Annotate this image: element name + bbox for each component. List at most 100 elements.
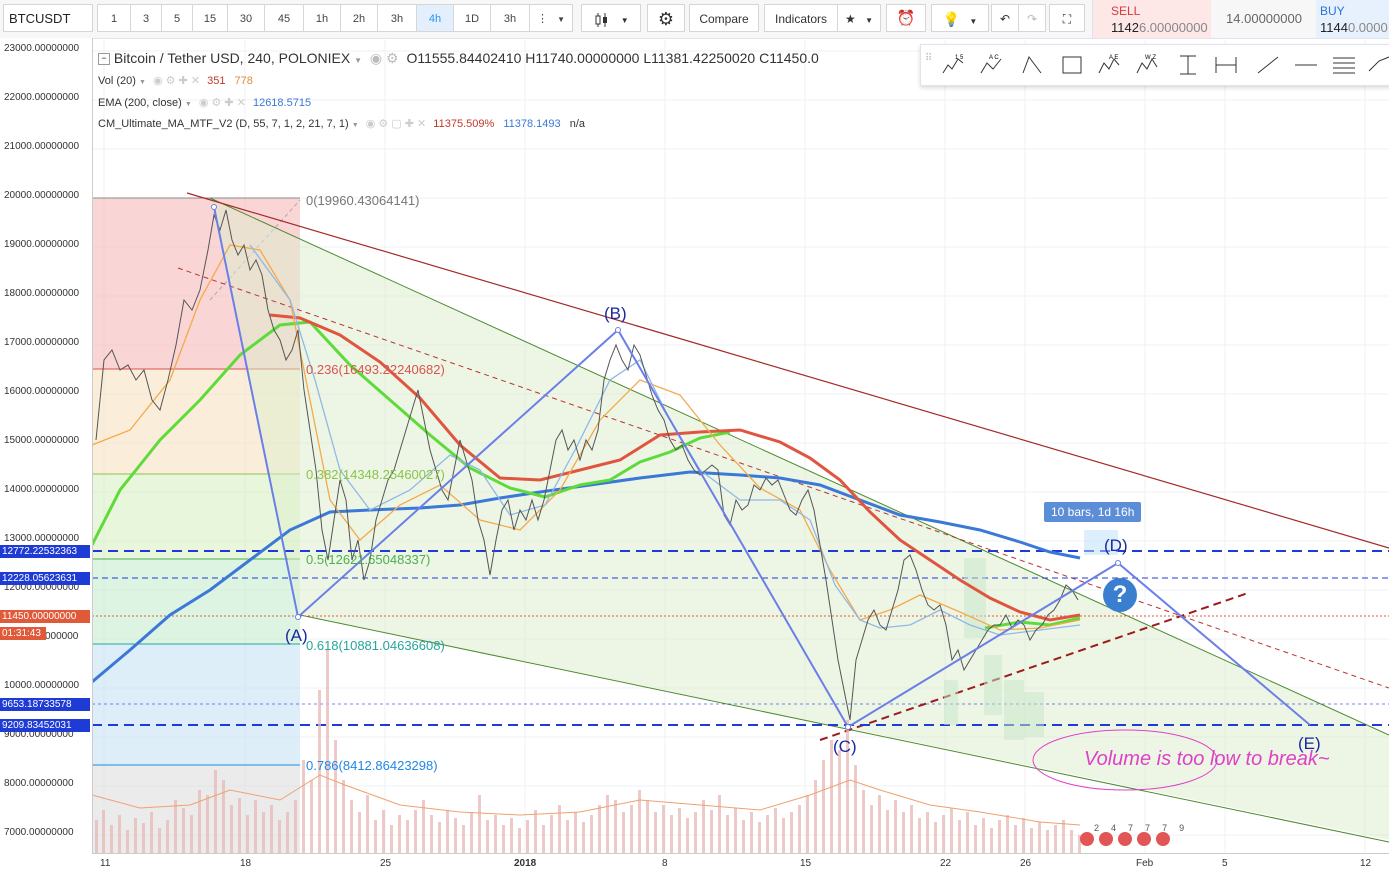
svg-text:A C: A C — [989, 55, 999, 61]
interval-15[interactable]: 15 — [192, 4, 228, 32]
compare-button[interactable]: Compare — [689, 4, 759, 32]
redo-button[interactable]: ↷ — [1018, 4, 1046, 32]
help-question-icon[interactable]: ? — [1103, 578, 1137, 612]
volume-bars — [95, 650, 1081, 853]
sell-button[interactable]: SELL 11426.00000000 — [1092, 0, 1211, 38]
price-axis-label: 20000.00000000 — [4, 190, 80, 201]
chevron-down-icon: ▼ — [865, 16, 874, 25]
settings-button[interactable]: ⚙ — [647, 4, 685, 32]
volume-value-a: 351 — [207, 75, 226, 87]
rectangle-icon[interactable] — [1059, 53, 1085, 77]
indicator-controls[interactable]: ◉ ⚙ ✚ ✕ — [198, 97, 246, 109]
price-axis-label: 10000.00000000 — [4, 680, 80, 691]
time-axis-label: 26 — [1020, 858, 1032, 869]
time-axis-label: Feb — [1136, 858, 1154, 869]
time-axis-label: 11 — [100, 858, 111, 869]
point-label-a: (A) — [285, 626, 308, 645]
price-axis-label: 17000.00000000 — [4, 337, 80, 348]
fib-label-05: 0.5(12621.65048337) — [306, 552, 431, 567]
price-axis-label: 22000.00000000 — [4, 92, 80, 103]
fib-label-0618: 0.618(10881.04636608) — [306, 638, 445, 653]
vertical-range-icon[interactable] — [1175, 53, 1201, 77]
buy-button[interactable]: BUY 11440.0000 — [1316, 0, 1389, 38]
event-counts: 247779 — [1094, 823, 1197, 833]
indicator-controls[interactable]: ◉ ⚙ ▢ ✚ ✕ — [365, 118, 427, 130]
chart-type-button[interactable]: ▼ — [581, 4, 641, 32]
interval-30[interactable]: 30 — [227, 4, 265, 32]
undo-button[interactable]: ↶ — [991, 4, 1019, 32]
fib-label-0786: 0.786(8412.86423298) — [306, 758, 438, 773]
price-axis-label: 8000.00000000 — [4, 778, 74, 789]
fullscreen-button[interactable]: ⛶ — [1049, 4, 1085, 32]
legend-tools[interactable]: ◉ ⚙ — [369, 50, 399, 66]
triangle-pattern-icon[interactable] — [1019, 53, 1045, 77]
horizontal-range-icon[interactable] — [1213, 53, 1239, 77]
chevron-down-icon[interactable]: ▼ — [351, 122, 359, 129]
time-axis-label: 18 — [240, 858, 252, 869]
point-label-b: (B) — [604, 304, 627, 323]
interval-2h[interactable]: 2h — [340, 4, 378, 32]
favorites-button[interactable]: ★ ▼ — [837, 4, 881, 32]
interval-3h[interactable]: 3h — [377, 4, 417, 32]
abcde-pattern — [213, 206, 1311, 729]
horizontal-line-icon[interactable] — [1293, 53, 1319, 77]
price-axis-label: 18000.00000000 — [4, 288, 80, 299]
cm-value-c: n/a — [569, 118, 585, 130]
elliott-correction-icon[interactable]: A C — [979, 53, 1005, 77]
interval-1d[interactable]: 1D — [453, 4, 491, 32]
symbol-title: Bitcoin / Tether USD, 240, POLONIEX — [113, 50, 351, 66]
wedge-channel-fill — [210, 198, 1389, 840]
chevron-down-icon[interactable]: ▼ — [354, 56, 362, 65]
abcd-pattern-icon[interactable]: W Z — [1135, 53, 1161, 77]
price-axis-label: 16000.00000000 — [4, 386, 80, 397]
drawing-toolbar: ⠿ 1 5 A C A E W Z — [920, 44, 1389, 86]
top-toolbar: BTCUSDT 1 3 5 15 30 45 1h 2h 3h 4h 1D 3h… — [0, 0, 1389, 39]
volume-label: Vol (20) — [98, 75, 136, 87]
indicator-controls[interactable]: ◉ ⚙ ✚ ✕ — [152, 75, 201, 87]
price-tag-level: 9209.83452031 — [0, 719, 90, 732]
buy-label: BUY — [1320, 4, 1345, 18]
star-icon: ★ — [844, 12, 856, 26]
price-tag-countdown: 01:31:43 — [0, 627, 46, 640]
time-axis-label: 2018 — [514, 858, 537, 869]
chart-legend-title: − Bitcoin / Tether USD, 240, POLONIEX ▼ … — [98, 50, 819, 67]
chevron-down-icon: ▼ — [620, 16, 629, 25]
symbol-input[interactable]: BTCUSDT — [3, 4, 93, 32]
ema-value: 12618.5715 — [252, 97, 312, 109]
red-ma-line — [269, 313, 1081, 622]
price-axis-label: 15000.00000000 — [4, 435, 80, 446]
more-tools-icon[interactable] — [1367, 53, 1389, 77]
interval-5[interactable]: 5 — [161, 4, 193, 32]
price-axis[interactable]: 23000.00000000 22000.00000000 21000.0000… — [0, 38, 93, 853]
alert-button[interactable]: ⏰ — [886, 4, 926, 32]
interval-3h-2[interactable]: 3h — [490, 4, 530, 32]
more-dots-icon: ⋮ — [537, 13, 548, 25]
time-axis-label: 25 — [380, 858, 392, 869]
sell-price: 11426.00000000 — [1111, 20, 1208, 35]
interval-4h[interactable]: 4h — [416, 4, 454, 32]
time-axis[interactable]: 11 18 25 2018 8 15 22 26 Feb 5 12 — [92, 853, 1389, 876]
point-label-d: (D) — [1104, 536, 1128, 555]
cm-legend: CM_Ultimate_MA_MTF_V2 (D, 55, 7, 1, 2, 2… — [98, 117, 585, 130]
cm-label: CM_Ultimate_MA_MTF_V2 (D, 55, 7, 1, 2, 2… — [98, 118, 349, 130]
chevron-down-icon[interactable]: ▼ — [184, 101, 192, 108]
collapse-icon[interactable]: − — [98, 53, 110, 66]
drag-handle-icon[interactable]: ⠿ — [925, 53, 933, 64]
fib-lines-icon[interactable] — [1331, 53, 1357, 77]
time-axis-label: 5 — [1222, 858, 1228, 869]
elliott-impulse-icon[interactable]: 1 5 — [941, 53, 967, 77]
triangle-wave-icon[interactable]: A E — [1097, 53, 1123, 77]
price-axis-label: 12000.00000000 — [4, 582, 80, 593]
price-axis-label: 19000.00000000 — [4, 239, 80, 250]
candlesticks — [95, 209, 1079, 721]
indicators-button[interactable]: Indicators — [764, 4, 838, 32]
volume-value-b: 778 — [234, 75, 253, 87]
interval-more-dropdown[interactable]: ⋮ ▼ — [529, 4, 573, 32]
chevron-down-icon[interactable]: ▼ — [138, 79, 146, 86]
event-flags — [1080, 832, 1170, 846]
trend-line-icon[interactable] — [1255, 53, 1281, 77]
templates-button[interactable]: 💡 ▼ — [931, 4, 989, 32]
green-ma-line — [92, 320, 731, 546]
sell-label: SELL — [1111, 4, 1141, 18]
